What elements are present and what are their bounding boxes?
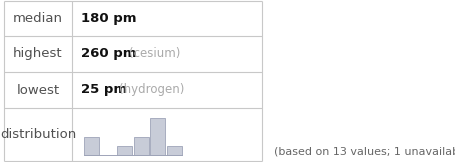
Text: median: median [13, 12, 63, 25]
Bar [150, 118, 165, 155]
Bar [84, 137, 99, 155]
Text: (based on 13 values; 1 unavailable): (based on 13 values; 1 unavailable) [273, 146, 455, 156]
Text: (cesium): (cesium) [129, 47, 180, 60]
Text: 260 pm: 260 pm [81, 47, 136, 60]
Text: 180 pm: 180 pm [81, 12, 136, 25]
Text: 25 pm: 25 pm [81, 83, 127, 97]
Text: highest: highest [13, 47, 63, 60]
Text: (hydrogen): (hydrogen) [119, 83, 184, 97]
Bar [117, 146, 132, 155]
Bar [133, 137, 148, 155]
Bar [167, 146, 182, 155]
Text: distribution: distribution [0, 128, 76, 141]
Text: lowest: lowest [16, 83, 60, 97]
